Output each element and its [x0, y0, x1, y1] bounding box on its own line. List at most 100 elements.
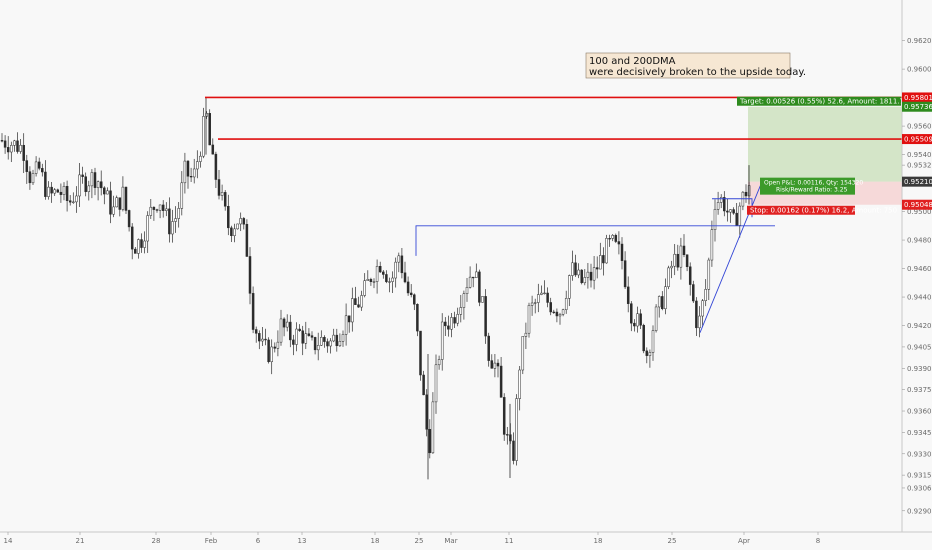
candle-body: [289, 321, 292, 341]
candle-body: [357, 304, 360, 308]
x-tick-label: 11: [505, 537, 514, 545]
candle-body: [444, 321, 447, 327]
candle-body: [62, 185, 66, 195]
candle-body: [450, 317, 453, 330]
candle-body: [323, 337, 326, 342]
candle-body: [56, 189, 60, 193]
price-tag-label: 0.95210: [904, 178, 932, 186]
candle-body: [654, 306, 658, 331]
candle-body: [394, 261, 397, 279]
candle-body: [422, 374, 425, 396]
price-tag-label: 0.95801: [904, 94, 932, 102]
candle-body: [496, 362, 500, 367]
candle-body: [388, 281, 391, 283]
candle-body: [403, 272, 407, 283]
breakout-level-line[interactable]: [415, 225, 775, 256]
candle-body: [31, 173, 35, 184]
candle-body: [10, 145, 13, 153]
candle-body: [471, 276, 475, 279]
pnl-label: Open P&L: 0.00116, Qty: 154320: [764, 180, 863, 187]
stop-label-box: [747, 205, 855, 215]
candle-body: [335, 334, 339, 347]
candle-body: [106, 190, 109, 195]
candle-body: [602, 255, 605, 264]
candle-body: [682, 245, 686, 255]
candle-body: [196, 161, 199, 170]
candle-body: [459, 307, 463, 315]
price-tag-label: 0.95736: [904, 103, 932, 111]
candle-body: [729, 209, 732, 213]
candle-body: [165, 208, 168, 211]
candle-body: [688, 266, 692, 285]
candle-body: [37, 161, 41, 169]
candle-body: [341, 334, 345, 342]
candle-body: [546, 292, 549, 303]
candle-body: [87, 185, 91, 192]
candle-body: [44, 171, 47, 197]
candle-body: [698, 315, 701, 329]
candle-body: [568, 275, 571, 299]
x-tick-label: 21: [76, 537, 85, 545]
annotation-line-1: 100 and 200DMA: [589, 56, 676, 67]
time-axis[interactable]: 14 21 28 Feb 6 13 18 25 Mar 11 18 25 Apr 8: [4, 532, 821, 545]
candle-body: [642, 324, 645, 352]
candle-body: [363, 280, 366, 296]
candle-body: [639, 313, 642, 326]
candle-body: [292, 339, 295, 345]
candle-body: [524, 332, 528, 337]
candle-body: [68, 200, 72, 203]
x-tick-label: 14: [4, 537, 13, 545]
candle-body: [220, 192, 224, 196]
candle-body: [103, 187, 106, 195]
candle-body: [453, 317, 456, 324]
candle-body: [561, 309, 565, 315]
candle-body: [59, 191, 63, 195]
candle-body: [651, 330, 655, 353]
candle-body: [456, 314, 459, 324]
candle-body: [124, 186, 128, 211]
candle-body: [413, 294, 416, 305]
candle-body: [527, 305, 531, 334]
price-tag-box: [902, 92, 932, 103]
candle-body: [605, 238, 608, 264]
candle-body: [146, 215, 149, 242]
target-zone: [748, 106, 902, 182]
candle-body: [490, 360, 494, 369]
candle-body: [487, 335, 490, 361]
candle-body: [41, 168, 44, 173]
candle-body: [552, 311, 556, 314]
candle-body: [254, 329, 258, 334]
annotation-box[interactable]: [585, 52, 791, 79]
candle-body: [673, 253, 676, 267]
candle-body: [614, 235, 618, 242]
candle-body: [481, 296, 484, 303]
candle-body: [152, 206, 156, 210]
candle-body: [199, 155, 202, 162]
candle-body: [440, 321, 444, 360]
stop-label: Stop: 0.00162 (0.17%) 16.2, Amount: 750: [750, 207, 897, 215]
candle-body: [726, 210, 729, 213]
candle-body: [93, 172, 97, 188]
candle-body: [670, 265, 673, 269]
candle-body: [372, 281, 376, 283]
candle-body: [716, 202, 720, 210]
candle-body: [326, 341, 329, 347]
candle-body: [242, 218, 246, 225]
target-label: Target: 0.00526 (0.55%) 52.6, Amount: 18…: [739, 98, 908, 106]
candle-body: [608, 238, 611, 240]
candle-body: [636, 313, 639, 327]
x-tick-label: 25: [415, 537, 424, 545]
price-tag-label: 0.95509: [904, 136, 932, 144]
candle-body: [227, 206, 230, 229]
candle-body: [744, 191, 748, 197]
candle-body: [264, 338, 267, 341]
pnl-label-box: [760, 177, 855, 195]
candle-body: [400, 255, 404, 274]
